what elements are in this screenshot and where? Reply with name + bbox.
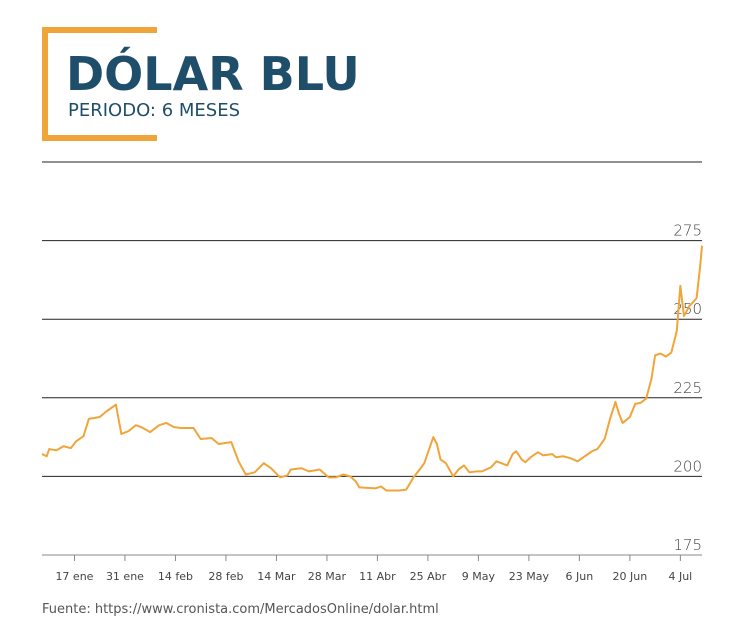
x-tick-label: 6 Jun [566,570,594,583]
x-tick-label: 25 Abr [410,570,447,583]
x-tick-label: 9 May [462,570,496,583]
y-tick-label: 225 [673,379,702,397]
x-tick-label: 14 Mar [257,570,296,583]
y-tick-label: 200 [673,457,702,475]
chart-subtitle: PERIODO: 6 MESES [68,100,240,121]
x-tick-label: 14 feb [158,570,193,583]
price-line [41,245,703,492]
x-tick-label: 28 Mar [308,570,347,583]
x-tick-label: 11 Abr [359,570,396,583]
x-tick-label: 17 ene [55,570,93,583]
y-tick-label: 275 [673,222,702,240]
source: Fuente: https://www.cronista.com/Mercado… [42,602,439,617]
title-bracket [42,27,157,141]
chart-title: DÓLAR BLU [66,47,360,101]
x-tick-label: 31 ene [106,570,144,583]
x-tick-label: 28 feb [208,570,243,583]
x-tick-label: 4 Jul [668,570,692,583]
x-tick-label: 23 May [509,570,550,583]
x-tick-label: 20 Jun [613,570,648,583]
y-tick-label: 175 [673,536,702,554]
